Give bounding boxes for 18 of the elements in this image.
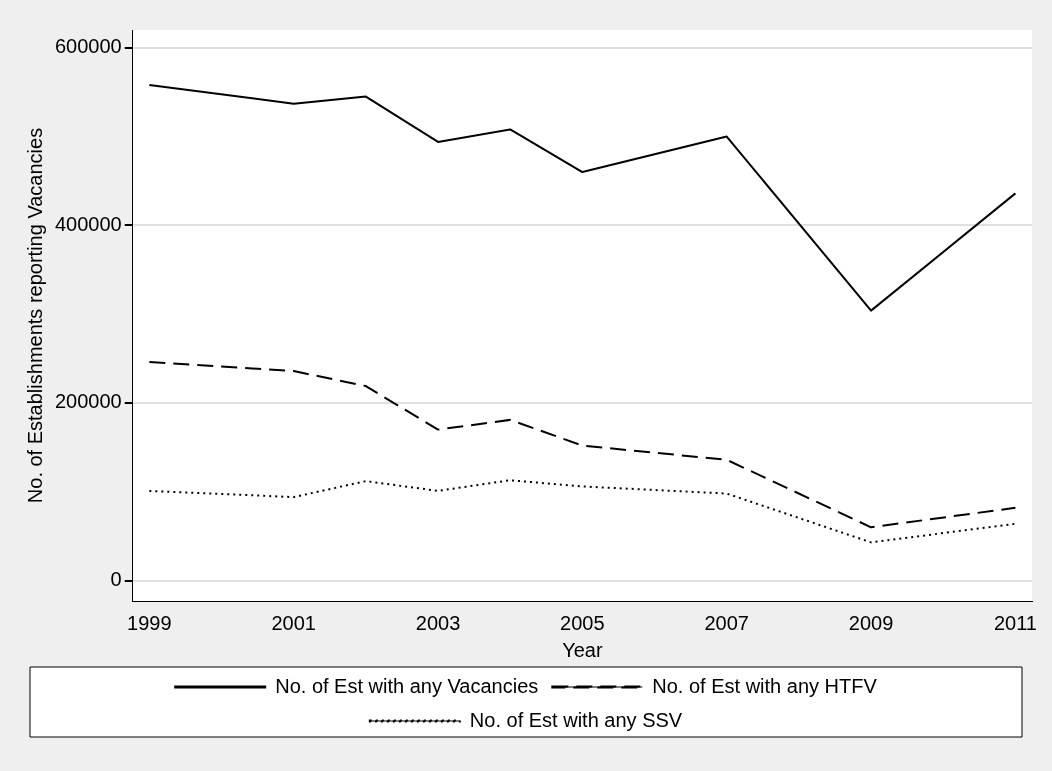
y-tick-label: 0	[110, 568, 122, 591]
y-tick-label: 600000	[54, 35, 122, 58]
line-series	[148, 361, 1017, 529]
x-axis-title: Year	[562, 638, 603, 661]
x-tick-label: 2009	[848, 611, 894, 634]
x-tick-label: 2011	[993, 611, 1037, 634]
y-tick-label: 200000	[54, 390, 122, 413]
x-tick-label: 2003	[415, 611, 461, 634]
line-series	[148, 479, 1017, 544]
y-axis-title: No. of Establishments reporting Vacancies	[23, 127, 46, 504]
y-tick-label: 400000	[54, 212, 122, 235]
legend-label: No. of Est with any SSV	[469, 708, 683, 731]
x-tick-label: 2007	[704, 611, 749, 634]
legend-label: No. of Est with any HTFV	[652, 674, 878, 697]
x-tick-label: 1999	[127, 611, 172, 634]
legend-label: No. of Est with any Vacancies	[275, 674, 539, 697]
x-tick-label: 2005	[560, 611, 605, 634]
x-tick-label: 2001	[271, 611, 316, 634]
